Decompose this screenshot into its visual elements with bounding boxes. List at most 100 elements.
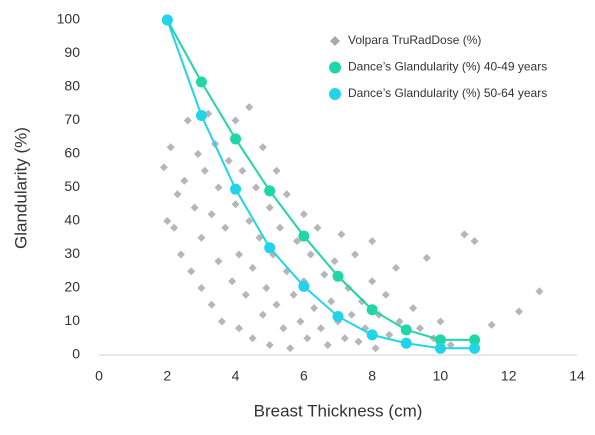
y-tick-label: 30 xyxy=(64,245,80,261)
scatter-point xyxy=(327,297,336,306)
y-tick-label: 60 xyxy=(64,145,80,161)
x-tick-label: 8 xyxy=(368,368,376,384)
scatter-point xyxy=(234,250,243,259)
scatter-point xyxy=(180,176,189,185)
scatter-point xyxy=(330,257,339,266)
legend-label: Volpara TruRadDose (%) xyxy=(348,33,481,47)
y-tick-label: 70 xyxy=(64,111,80,127)
scatter-point xyxy=(422,253,431,262)
y-tick-label: 20 xyxy=(64,279,80,295)
scatter-point xyxy=(231,200,240,209)
scatter-point xyxy=(173,190,182,199)
scatter-point xyxy=(258,310,267,319)
scatter-point xyxy=(337,230,346,239)
scatter-point xyxy=(265,340,274,349)
y-tick-label: 10 xyxy=(64,312,80,328)
scatter-point xyxy=(221,223,230,232)
scatter-point xyxy=(265,203,274,212)
scatter-point xyxy=(289,290,298,299)
scatter-point xyxy=(320,270,329,279)
scatter-point xyxy=(272,300,281,309)
scatter-point xyxy=(392,263,401,272)
x-tick-label: 12 xyxy=(501,368,517,384)
line-point xyxy=(366,304,378,316)
scatter-point xyxy=(224,156,233,165)
scatter-point xyxy=(255,233,264,242)
line-point xyxy=(400,337,412,349)
scatter-point xyxy=(385,330,394,339)
line-point xyxy=(332,310,344,322)
scatter-point xyxy=(262,284,271,292)
scatter-point xyxy=(217,317,226,326)
scatter-point xyxy=(306,250,315,259)
scatter-point xyxy=(310,304,319,313)
line-point xyxy=(469,334,481,346)
line-point xyxy=(332,270,344,282)
scatter-point xyxy=(409,304,418,313)
scatter-point xyxy=(347,310,356,319)
scatter-point xyxy=(296,317,305,326)
scatter-point xyxy=(207,300,216,309)
x-tick-label: 6 xyxy=(300,368,308,384)
scatter-point xyxy=(368,237,377,246)
scatter-point xyxy=(228,277,237,286)
scatter-point xyxy=(238,166,247,175)
x-tick-label: 10 xyxy=(433,368,449,384)
scatter-point xyxy=(194,150,203,158)
scatter-point xyxy=(357,297,366,306)
scatter-point xyxy=(368,277,377,286)
scatter-point xyxy=(245,217,254,225)
x-tick-label: 0 xyxy=(95,368,103,384)
scatter-point xyxy=(166,143,175,152)
series-line xyxy=(166,19,475,341)
line-point xyxy=(298,280,310,292)
line-point xyxy=(298,230,310,242)
line-point xyxy=(469,342,481,354)
line-point xyxy=(230,183,242,195)
line-point xyxy=(400,324,412,336)
scatter-point xyxy=(293,237,302,246)
scatter-point xyxy=(197,233,206,242)
series-line xyxy=(166,19,475,350)
scatter-point xyxy=(159,163,168,172)
scatter-point xyxy=(190,203,199,212)
scatter-point xyxy=(395,317,404,326)
scatter-point xyxy=(279,324,288,333)
scatter-point xyxy=(323,340,332,349)
scatter-point xyxy=(313,223,322,232)
x-tick-label: 14 xyxy=(569,368,585,384)
scatter-point xyxy=(207,210,216,219)
line-point xyxy=(230,133,242,145)
y-tick-label: 40 xyxy=(64,212,80,228)
line-point xyxy=(434,342,446,354)
scatter-point xyxy=(303,334,312,343)
scatter-point xyxy=(275,223,284,232)
x-axis-label: Breast Thickness (cm) xyxy=(254,401,423,420)
scatter-point xyxy=(282,190,291,199)
line-point xyxy=(264,242,276,254)
x-tick-label: 4 xyxy=(232,368,240,384)
scatter-point xyxy=(252,183,261,192)
scatter-point xyxy=(214,257,223,266)
y-tick-label: 50 xyxy=(64,178,80,194)
scatter-point xyxy=(258,143,267,152)
legend-marker xyxy=(329,61,341,74)
scatter-point xyxy=(316,324,325,333)
y-tick-label: 0 xyxy=(72,346,80,362)
scatter-point xyxy=(354,337,363,346)
x-tick-label: 2 xyxy=(163,368,171,384)
scatter-point xyxy=(286,344,295,353)
scatter-point xyxy=(344,284,353,292)
line-point xyxy=(264,185,276,197)
line-point xyxy=(366,329,378,341)
scatter-point xyxy=(460,230,469,239)
scatter-point xyxy=(436,317,445,326)
scatter-point xyxy=(197,284,206,292)
line-point xyxy=(161,14,173,26)
y-axis-label: Glandularity (%) xyxy=(11,127,30,249)
line-point xyxy=(195,109,207,121)
y-tick-label: 90 xyxy=(64,44,80,60)
scatter-point xyxy=(299,210,308,219)
scatter-point xyxy=(535,287,544,296)
